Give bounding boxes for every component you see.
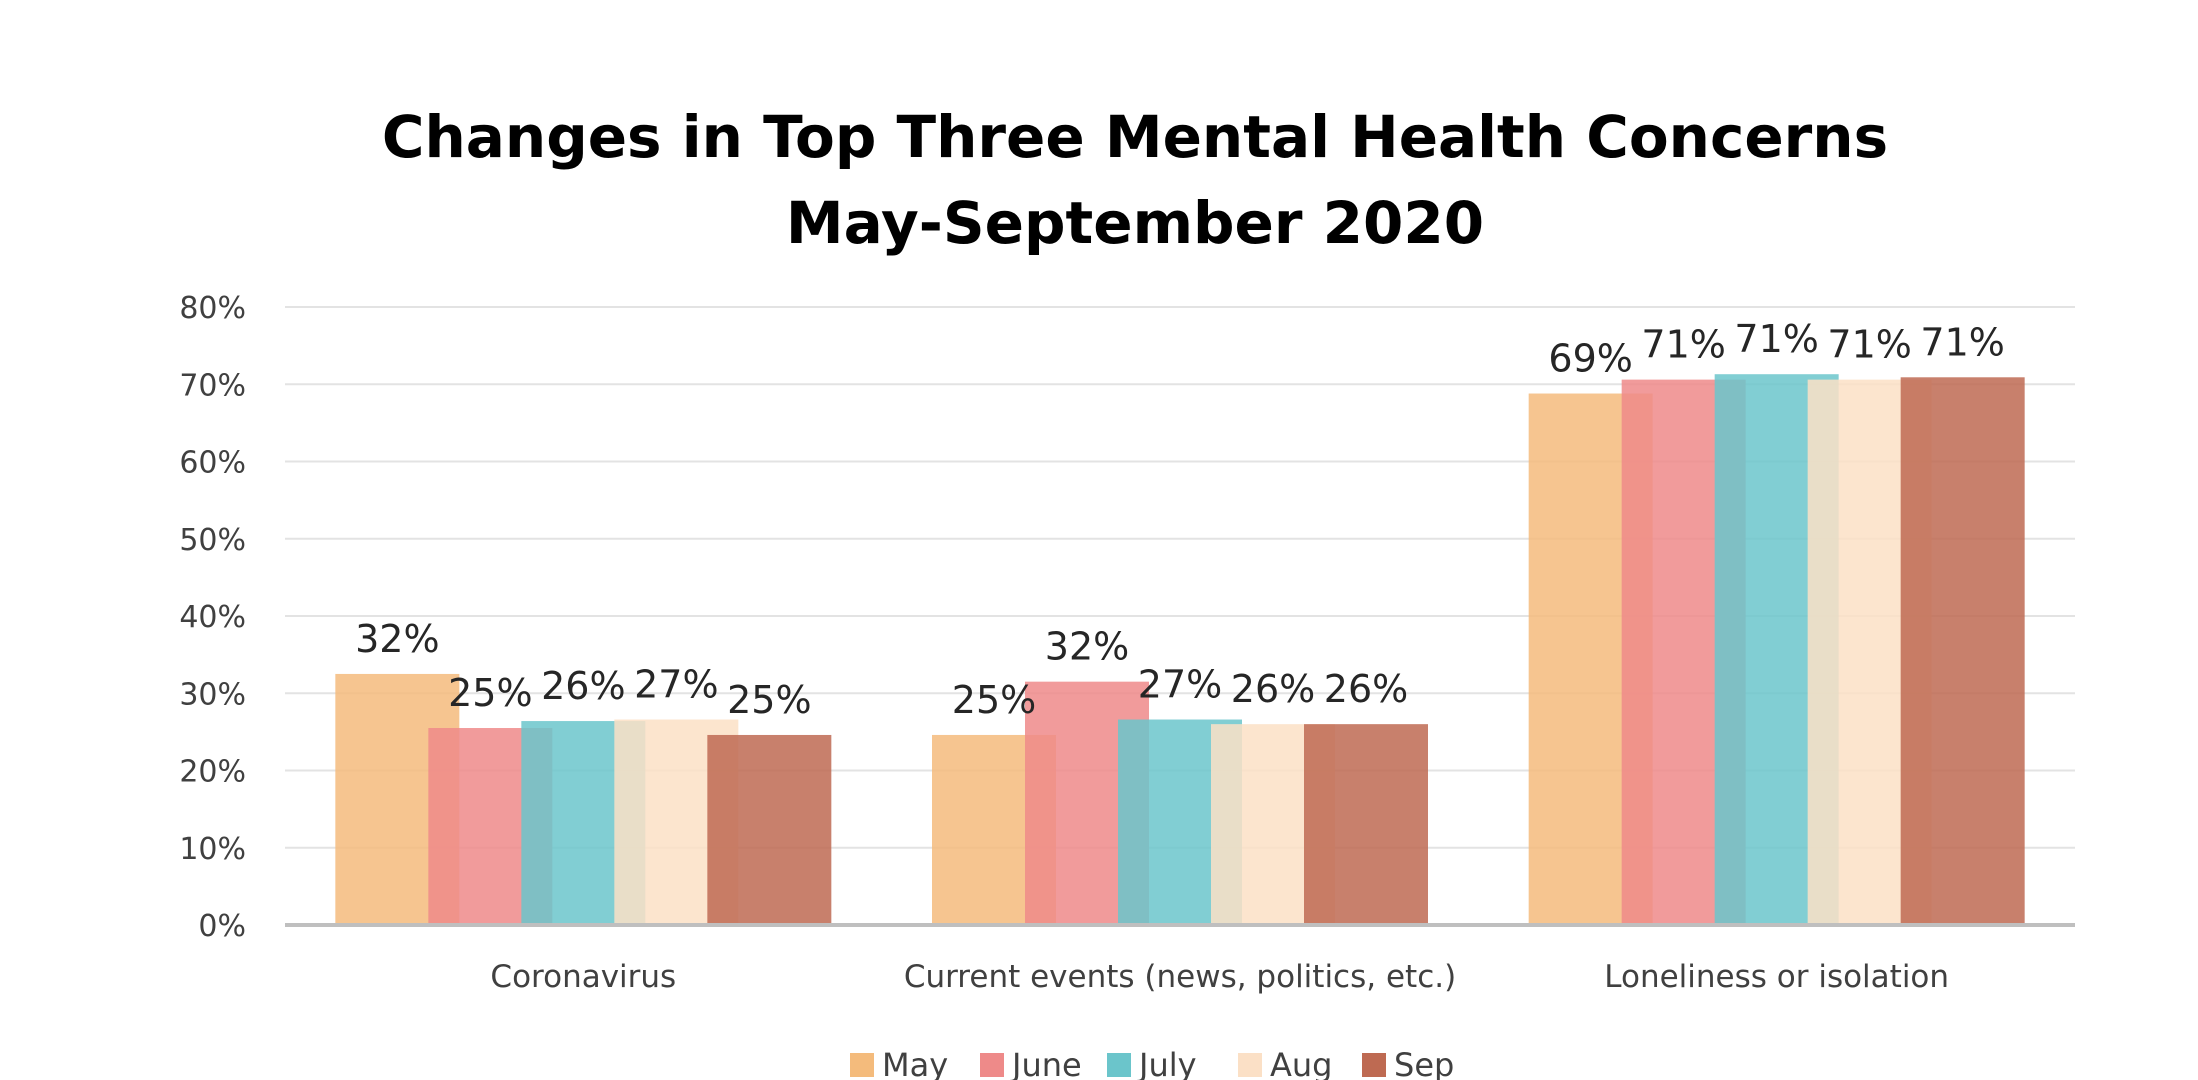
legend-label-july: July — [1137, 1046, 1197, 1080]
legend-swatch-june — [980, 1053, 1004, 1077]
bars-layer — [335, 374, 2025, 925]
chart-title-line-2: May-September 2020 — [786, 189, 1484, 257]
data-label: 26% — [1324, 667, 1408, 711]
bar-sep-0 — [707, 734, 832, 925]
data-label: 71% — [1827, 323, 1911, 367]
y-tick-label: 10% — [179, 832, 246, 867]
legend-label-sep: Sep — [1394, 1046, 1454, 1080]
y-tick-label: 40% — [179, 600, 246, 635]
y-tick-label: 0% — [198, 909, 246, 944]
x-category-label: Coronavirus — [490, 959, 676, 995]
y-tick-label: 20% — [179, 755, 246, 790]
y-tick-label: 50% — [179, 523, 246, 558]
data-label: 25% — [952, 678, 1036, 722]
chart-title-line-1: Changes in Top Three Mental Health Conce… — [382, 103, 1888, 171]
y-tick-label: 70% — [179, 368, 246, 403]
y-tick-label: 30% — [179, 677, 246, 712]
legend-swatch-may — [850, 1053, 874, 1077]
y-tick-label: 80% — [179, 291, 246, 326]
data-label: 32% — [1045, 625, 1129, 669]
legend-label-june: June — [1010, 1046, 1082, 1080]
data-label: 71% — [1734, 317, 1818, 361]
data-label: 69% — [1548, 337, 1632, 381]
data-label: 71% — [1920, 320, 2004, 364]
data-label: 25% — [448, 671, 532, 715]
axis-layer: 0% 10% 20% 30% 40% 50% 60% 70% 80% Coronavirus Cur… — [179, 291, 2075, 995]
data-labels-layer: 32%25% 26% 27% 25% 25%32%27% 26% 26%69% 71% 71% 7… — [355, 317, 2005, 722]
x-category-label: Loneliness or isolation — [1604, 959, 1949, 995]
legend-swatch-july — [1107, 1053, 1131, 1077]
legend-swatch-aug — [1238, 1053, 1262, 1077]
bar-sep-1 — [1304, 724, 1428, 925]
legend-label-may: May — [882, 1046, 948, 1080]
legend-swatch-sep — [1362, 1053, 1386, 1077]
data-label: 32% — [355, 617, 439, 661]
data-label: 26% — [1231, 667, 1315, 711]
legend: May June July Aug Sep — [850, 1046, 1454, 1080]
data-label: 27% — [1138, 663, 1222, 707]
legend-label-aug: Aug — [1270, 1046, 1332, 1080]
data-label: 25% — [727, 678, 811, 722]
data-label: 26% — [541, 664, 625, 708]
data-label: 71% — [1641, 323, 1725, 367]
data-label: 27% — [634, 663, 718, 707]
bar-sep-2 — [1900, 377, 2025, 925]
x-category-label: Current events (news, politics, etc.) — [904, 959, 1456, 995]
y-tick-label: 60% — [179, 446, 246, 481]
